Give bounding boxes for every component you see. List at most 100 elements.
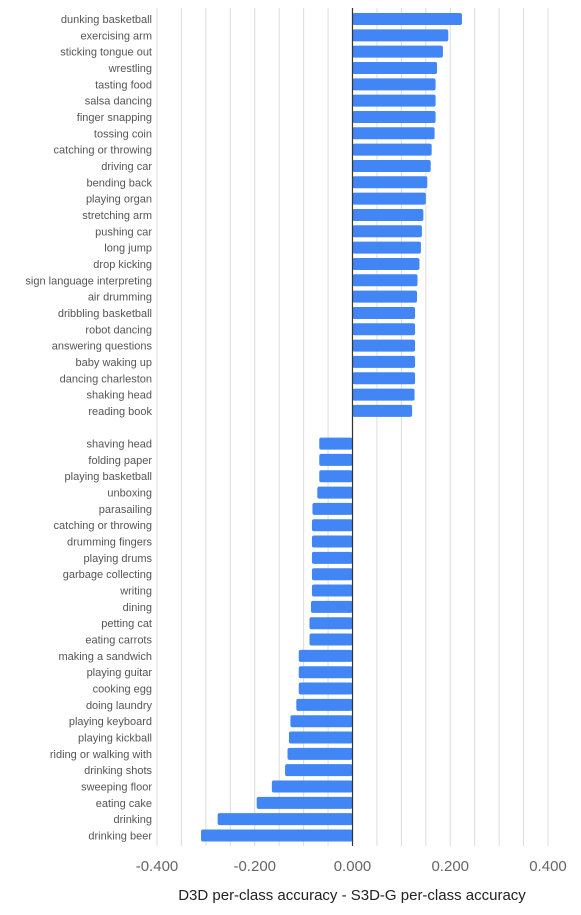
bar [352,306,416,319]
bar [298,666,353,679]
bar [352,176,428,189]
category-label: drinking shots [84,765,152,777]
category-label: catching or throwing [54,145,152,157]
bar [311,584,353,597]
bar [309,633,353,646]
bar [312,502,353,515]
bar [352,127,435,140]
category-label: shaking head [87,390,152,402]
category-label: catching or throwing [54,520,152,532]
bar [352,257,420,270]
bar [352,208,424,221]
bar [287,747,353,760]
bar [352,192,426,205]
category-label: sign language interpreting [25,275,152,287]
category-label: eating cake [96,798,152,810]
category-label: driving car [101,161,152,173]
category-label: garbage collecting [63,569,152,581]
bar [352,94,436,107]
category-label: drop kicking [93,259,152,271]
bar [311,535,353,548]
category-label: tossing coin [94,128,152,140]
bar [352,13,462,25]
category-label: playing basketball [65,471,152,483]
category-label: answering questions [52,341,153,353]
bar [352,372,416,385]
category-label: dunking basketball [61,14,152,26]
bar [290,715,353,728]
bar [352,29,449,42]
bar [319,470,353,483]
category-label: cooking egg [93,684,152,696]
category-label: folding paper [88,455,152,467]
category-label: dancing charleston [60,373,152,385]
bar [319,437,353,450]
category-label: exercising arm [80,30,152,42]
bar [352,388,415,401]
category-label: playing guitar [87,667,153,679]
x-axis-title: D3D per-class accuracy - S3D-G per-class… [178,887,526,904]
category-label: wrestling [108,63,152,75]
bar [285,764,353,777]
category-label: tasting food [95,79,152,91]
bar [352,159,431,172]
x-tick-label: 0.000 [334,858,372,875]
bar [352,339,416,352]
bar [217,813,353,826]
category-label: drinking [113,814,152,826]
category-label: sweeping floor [81,782,152,794]
category-label: unboxing [107,488,152,500]
bar [309,617,353,630]
bar [311,568,353,581]
category-label: writing [119,586,152,598]
bar [352,241,421,254]
bar [271,780,353,793]
bar [352,45,443,58]
x-tick-labels: -0.400 -0.200 0.000 0.200 0.400 [136,858,567,875]
category-label: baby waking up [76,357,152,369]
category-label: petting cat [101,618,152,630]
category-label: salsa dancing [85,96,152,108]
category-label: doing laundry [86,700,153,712]
category-label: stretching arm [82,210,152,222]
category-label: sticking tongue out [60,47,152,59]
bar [311,519,353,532]
bar [256,796,353,809]
category-label: reading book [88,406,152,418]
bar [352,323,416,336]
category-label: playing drums [84,553,153,565]
x-tick-label: 0.200 [431,858,469,875]
bar [352,355,416,368]
bar [319,453,353,466]
bar [317,486,353,499]
category-label: making a sandwich [58,651,152,663]
category-label: air drumming [88,292,152,304]
bar [298,649,353,662]
bar [298,682,353,695]
bar [352,274,418,287]
category-label: eating carrots [85,635,152,647]
category-label: dribbling basketball [58,308,152,320]
bar [352,61,438,74]
category-label: riding or walking with [50,749,152,761]
category-label: playing kickball [78,733,152,745]
category-label: playing organ [86,194,152,206]
x-tick-label: -0.400 [136,858,179,875]
bar [200,829,353,842]
bar [288,731,353,744]
category-label: robot dancing [85,324,152,336]
bar [310,600,353,613]
bars [200,13,462,842]
bar [352,290,418,303]
category-label: finger snapping [77,112,152,124]
category-labels: dunking basketball exercising arm sticking… [25,14,152,843]
bar [352,143,432,156]
bar [311,551,353,564]
category-label: bending back [87,177,153,189]
category-label: pushing car [95,226,152,238]
bar [352,404,413,417]
category-label: parasailing [99,504,152,516]
bar [352,225,422,238]
bar [352,78,436,91]
